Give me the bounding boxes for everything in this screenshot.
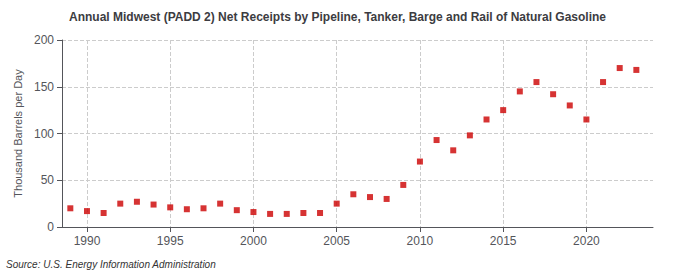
svg-text:50: 50 bbox=[41, 173, 55, 187]
svg-text:0: 0 bbox=[47, 220, 54, 234]
svg-text:Annual Midwest (PADD 2) Net Re: Annual Midwest (PADD 2) Net Receipts by … bbox=[69, 10, 606, 24]
svg-text:1995: 1995 bbox=[157, 234, 184, 248]
svg-text:2020: 2020 bbox=[573, 234, 600, 248]
svg-text:1990: 1990 bbox=[74, 234, 101, 248]
svg-text:2005: 2005 bbox=[323, 234, 350, 248]
svg-text:2000: 2000 bbox=[240, 234, 267, 248]
svg-text:100: 100 bbox=[34, 127, 54, 141]
svg-text:Source: U.S. Energy Informatio: Source: U.S. Energy Information Administ… bbox=[6, 259, 216, 270]
svg-text:2010: 2010 bbox=[407, 234, 434, 248]
svg-text:200: 200 bbox=[34, 33, 54, 47]
svg-text:150: 150 bbox=[34, 80, 54, 94]
svg-text:2015: 2015 bbox=[490, 234, 517, 248]
svg-text:Thousand Barrels per Day: Thousand Barrels per Day bbox=[12, 69, 24, 198]
